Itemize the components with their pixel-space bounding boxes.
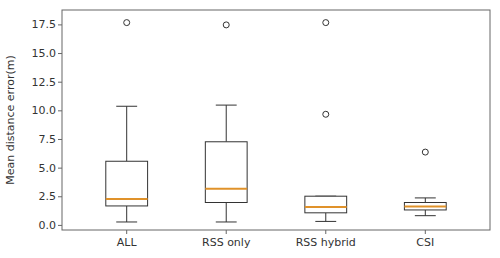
cap — [116, 106, 137, 107]
y-tick-label: 10.0 — [32, 104, 57, 117]
x-tick — [425, 230, 426, 234]
y-tick-label: 5.0 — [39, 162, 57, 175]
whisker — [226, 203, 227, 222]
marks — [106, 20, 446, 222]
cap — [116, 221, 137, 222]
whisker — [126, 206, 127, 222]
x-tick — [325, 230, 326, 234]
cap — [415, 215, 436, 216]
plot-frame — [62, 10, 490, 230]
y-tick — [58, 82, 62, 83]
y-axis-label: Mean distance error(m) — [4, 55, 17, 185]
x-tick-label: RSS hybrid — [296, 236, 356, 249]
flier — [124, 20, 130, 26]
y-tick-label: 17.5 — [32, 18, 57, 31]
x-tick-label: ALL — [117, 236, 138, 249]
y-tick — [58, 24, 62, 25]
y-tick — [58, 139, 62, 140]
flier — [323, 111, 329, 117]
y-tick-label: 15.0 — [32, 47, 57, 60]
whisker — [425, 198, 426, 203]
flier — [323, 20, 329, 26]
cap — [216, 105, 237, 106]
y-tick — [58, 53, 62, 54]
y-tick — [58, 196, 62, 197]
median — [106, 198, 148, 200]
cap — [315, 221, 336, 222]
y-tick — [58, 168, 62, 169]
x-tick-label: CSI — [416, 236, 434, 249]
box — [106, 161, 148, 206]
y-tick-label: 7.5 — [39, 133, 57, 146]
whisker — [425, 210, 426, 216]
y-tick — [58, 225, 62, 226]
box — [305, 196, 347, 213]
y-tick-label: 0.0 — [39, 219, 57, 232]
x-tick-label: RSS only — [202, 236, 251, 249]
box — [205, 142, 247, 203]
box — [404, 203, 446, 210]
y-tick — [58, 110, 62, 111]
whisker — [325, 213, 326, 222]
x-tick — [226, 230, 227, 234]
whisker — [126, 106, 127, 161]
whisker — [226, 105, 227, 142]
median — [205, 188, 247, 190]
median — [305, 206, 347, 208]
chart: 0.0 2.5 5.0 7.5 10.0 12.5 15.0 17.5 Mean distanc… — [0, 0, 500, 258]
y-tick-label: 12.5 — [32, 76, 57, 89]
flier — [223, 22, 229, 28]
x-tick — [126, 230, 127, 234]
y-tick-label: 2.5 — [39, 190, 57, 203]
flier — [422, 149, 428, 155]
median — [404, 206, 446, 208]
cap — [216, 221, 237, 222]
cap — [415, 197, 436, 198]
